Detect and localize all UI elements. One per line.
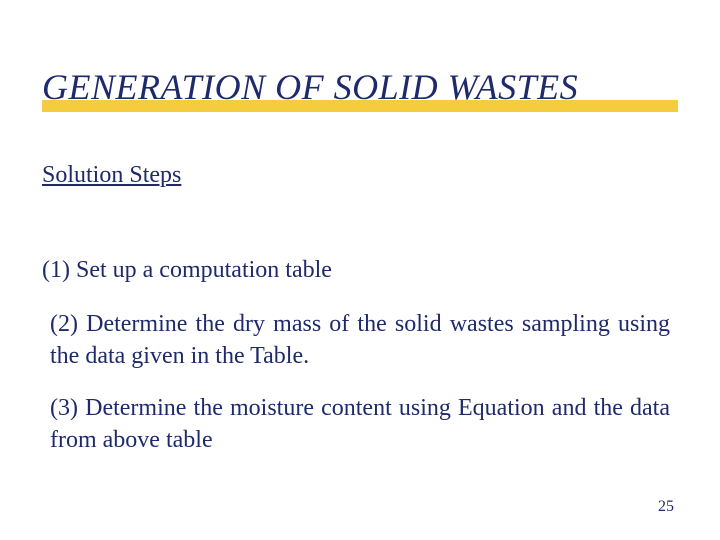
slide: GENERATION OF SOLID WASTES Solution Step…: [0, 0, 720, 540]
slide-title: GENERATION OF SOLID WASTES: [42, 68, 678, 108]
title-block: GENERATION OF SOLID WASTES: [42, 68, 678, 108]
page-number: 25: [658, 498, 674, 516]
subheading: Solution Steps: [42, 162, 181, 189]
step-3: (3) Determine the moisture content using…: [50, 392, 670, 457]
step-2: (2) Determine the dry mass of the solid …: [50, 308, 670, 373]
step-1: (1) Set up a computation table: [42, 254, 678, 286]
